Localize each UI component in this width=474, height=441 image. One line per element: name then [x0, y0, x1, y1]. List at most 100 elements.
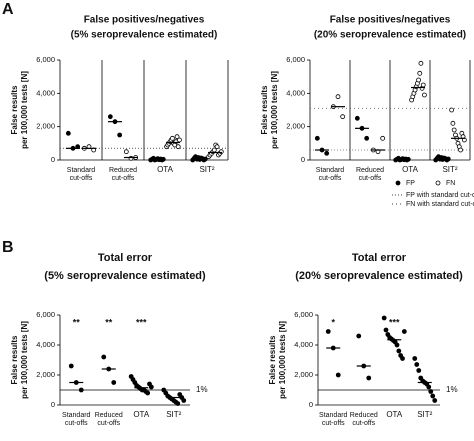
data-point: [175, 401, 181, 406]
y-tick-label: 4,000: [36, 340, 55, 349]
data-point: [78, 387, 84, 393]
data-point: [420, 82, 426, 88]
data-point: [428, 389, 434, 394]
y-tick-label: 2,000: [286, 122, 305, 131]
data-point: [364, 135, 370, 141]
legend-label: FP with standard cut-off: [406, 192, 474, 199]
threshold-label: 1%: [446, 385, 458, 394]
data-point: [414, 362, 420, 367]
data-point: [356, 333, 362, 339]
y-axis-label: False resultsper 100,000 tests [N]: [10, 71, 29, 149]
data-point: [418, 60, 424, 66]
data-point: [430, 393, 436, 399]
x-tick-label: OTA: [402, 165, 419, 174]
data-point: [412, 356, 418, 361]
x-tick-label: Reduced: [356, 167, 384, 174]
data-point: [426, 384, 432, 390]
x-tick-label: cut-offs: [112, 175, 135, 182]
y-tick-label: 4,000: [36, 88, 55, 97]
y-axis-label-line: per 100,000 tests [N]: [270, 71, 279, 149]
y-axis-label-line: False results: [10, 85, 19, 134]
data-point: [422, 92, 427, 98]
x-tick-label: SIT²: [166, 410, 181, 419]
y-tick-label: 4,000: [286, 88, 305, 97]
data-point: [123, 149, 129, 155]
chart-title: (20% seroprevalence estimated): [295, 270, 463, 282]
chart-title: False positives/negatives: [84, 15, 205, 26]
data-point: [416, 368, 422, 373]
y-axis-label-line: per 100,000 tests [N]: [278, 321, 287, 399]
y-tick-label: 6,000: [36, 310, 55, 319]
x-tick-label: Standard: [67, 167, 96, 174]
y-axis-label-line: per 100,000 tests [N]: [20, 321, 29, 399]
x-tick-label: cut-offs: [359, 175, 382, 182]
x-tick-label: cut-offs: [319, 175, 342, 182]
data-point: [416, 77, 421, 83]
y-axis-label: False resultsper 100,000 tests [N]: [268, 321, 287, 399]
chart-title: (20% seroprevalence estimated): [314, 30, 466, 41]
data-point: [354, 115, 360, 121]
y-tick-label: 2,000: [36, 370, 55, 379]
data-point: [111, 380, 117, 385]
x-tick-label: cut-offs: [70, 175, 93, 182]
x-tick-label: OTA: [157, 165, 174, 174]
data-point: [101, 354, 107, 360]
data-point: [117, 132, 123, 138]
y-tick-label: 6,000: [36, 55, 55, 64]
data-point: [175, 144, 181, 150]
y-axis-label-line: per 100,000 tests [N]: [20, 71, 29, 149]
threshold-label: 1%: [196, 385, 208, 394]
data-point: [366, 375, 372, 381]
x-tick-label: Standard: [62, 412, 91, 419]
y-tick-label: 0: [51, 400, 55, 409]
data-point: [432, 398, 438, 403]
significance-label: ***: [389, 317, 400, 327]
significance-label: *: [331, 317, 335, 327]
data-point: [325, 329, 331, 334]
data-point: [394, 342, 400, 348]
x-tick-label: SIT²: [199, 165, 214, 174]
x-tick-label: OTA: [133, 410, 150, 419]
x-tick-label: SIT²: [417, 410, 432, 419]
chart-title: (5% seroprevalence estimated): [44, 270, 206, 282]
data-point: [181, 398, 187, 403]
data-point: [107, 114, 113, 120]
legend-label: FP: [406, 180, 415, 187]
y-axis-label-line: False results: [260, 85, 269, 134]
data-point: [174, 134, 180, 140]
legend-marker: [435, 180, 441, 186]
x-tick-label: Reduced: [109, 167, 137, 174]
panel-label: A: [2, 1, 14, 18]
significance-label: **: [73, 317, 81, 327]
chart-title: Total error: [98, 252, 153, 264]
x-tick-label: Reduced: [350, 412, 378, 419]
data-point: [68, 363, 74, 369]
x-tick-label: Standard: [316, 167, 345, 174]
x-tick-label: cut-offs: [97, 420, 120, 427]
data-point: [396, 348, 402, 354]
data-point: [65, 130, 71, 136]
x-tick-label: OTA: [386, 410, 403, 419]
y-tick-label: 6,000: [294, 310, 313, 319]
y-axis-label-line: False results: [268, 335, 277, 384]
x-tick-label: SIT²: [442, 165, 457, 174]
data-point: [381, 315, 387, 321]
y-axis-label: False resultsper 100,000 tests [N]: [260, 71, 279, 149]
significance-label: ***: [136, 317, 147, 327]
chart-title: False positives/negatives: [330, 15, 451, 26]
y-tick-label: 0: [309, 400, 313, 409]
panel-label: B: [2, 239, 14, 256]
data-point: [380, 135, 386, 141]
data-point: [145, 390, 151, 396]
legend-label: FN: [446, 180, 455, 187]
data-point: [335, 94, 341, 100]
significance-label: **: [105, 317, 113, 327]
x-tick-label: cut-offs: [65, 420, 88, 427]
legend-marker: [395, 180, 401, 186]
x-tick-label: cut-offs: [352, 420, 375, 427]
data-point: [450, 120, 456, 126]
data-point: [314, 135, 320, 141]
y-tick-label: 0: [301, 155, 305, 164]
data-point: [383, 327, 389, 333]
y-tick-label: 6,000: [286, 55, 305, 64]
